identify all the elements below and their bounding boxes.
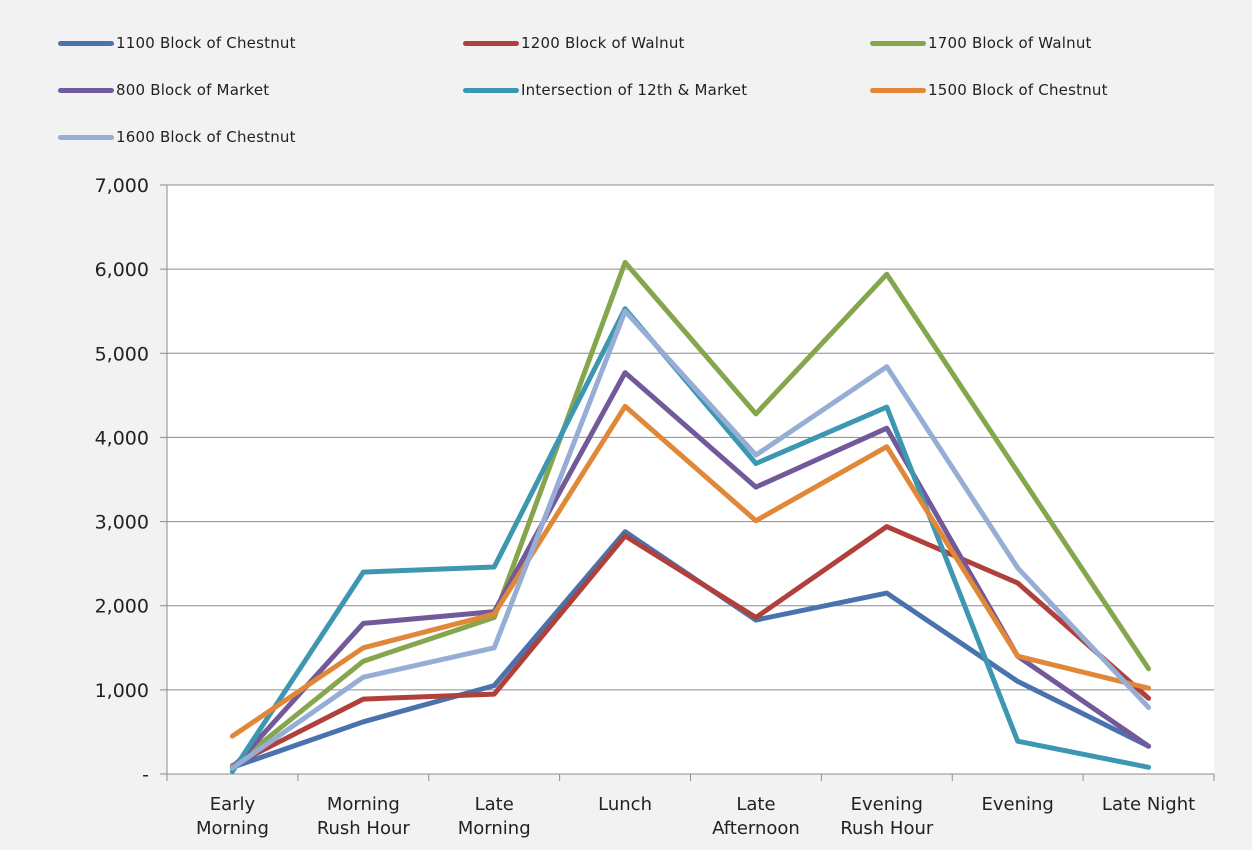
x-tick-label-line: Morning <box>196 818 269 839</box>
y-tick-label: 2,000 <box>95 596 149 618</box>
y-tick-label: 7,000 <box>95 175 149 197</box>
x-tick-label-line: Late Night <box>1102 794 1195 815</box>
legend-swatch <box>463 40 519 46</box>
legend-item: 1500 Block of Chestnut <box>870 75 1108 105</box>
x-tick-label-line: Late <box>475 794 514 815</box>
y-tick-label: - <box>142 764 149 786</box>
legend-item: 1200 Block of Walnut <box>463 28 685 58</box>
y-tick-label: 1,000 <box>95 680 149 702</box>
legend-item: 1600 Block of Chestnut <box>58 122 296 152</box>
series-line-2 <box>229 259 1152 769</box>
x-tick-label-line: Evening <box>851 794 923 815</box>
x-tick-label: Early Morning <box>196 794 269 839</box>
x-tick-label: Late Night <box>1102 794 1195 815</box>
x-tick-label: Morning Rush Hour <box>317 794 411 839</box>
legend-item: 1700 Block of Walnut <box>870 28 1092 58</box>
x-tick-label-line: Rush Hour <box>317 818 411 839</box>
x-tick-label-line: Early <box>210 794 256 815</box>
series-line-1 <box>229 524 1152 769</box>
x-tick-label-line: Late <box>736 794 775 815</box>
x-tick-label-line: Morning <box>458 818 531 839</box>
legend-swatch <box>58 87 114 93</box>
legend-item: 800 Block of Market <box>58 75 269 105</box>
legend-swatch <box>870 40 926 46</box>
x-tick-label-line: Evening <box>982 794 1054 815</box>
legend-swatch <box>870 87 926 93</box>
x-tick-label: Evening <box>982 794 1054 815</box>
x-tick-label-line: Morning <box>327 794 400 815</box>
x-tick-label: Late Afternoon <box>712 794 800 839</box>
y-tick-label: 5,000 <box>95 343 149 365</box>
x-tick-label: Late Morning <box>458 794 531 839</box>
legend-label: Intersection of 12th & Market <box>521 81 748 99</box>
legend-label: 1200 Block of Walnut <box>521 34 685 52</box>
legend-label: 1500 Block of Chestnut <box>928 81 1108 99</box>
y-tick-label: 3,000 <box>95 512 149 534</box>
legend-label: 1100 Block of Chestnut <box>116 34 296 52</box>
x-tick-label: Evening Rush Hour <box>840 794 934 839</box>
legend-label: 1700 Block of Walnut <box>928 34 1092 52</box>
legend-swatch <box>58 40 114 46</box>
legend-label: 1600 Block of Chestnut <box>116 128 296 146</box>
y-tick-label: 6,000 <box>95 259 149 281</box>
legend-swatch <box>463 87 519 93</box>
x-tick-label: Lunch <box>598 794 652 815</box>
series-line-6 <box>229 308 1152 771</box>
legend-label: 800 Block of Market <box>116 81 270 99</box>
x-tick-label-line: Lunch <box>598 794 652 815</box>
legend-item: 1100 Block of Chestnut <box>58 28 296 58</box>
x-tick-label-line: Afternoon <box>712 818 800 839</box>
y-tick-label: 4,000 <box>95 427 149 449</box>
x-tick-label-line: Rush Hour <box>840 818 934 839</box>
legend-swatch <box>58 134 114 140</box>
series-line-5 <box>229 403 1152 739</box>
legend-item: Intersection of 12th & Market <box>463 75 747 105</box>
